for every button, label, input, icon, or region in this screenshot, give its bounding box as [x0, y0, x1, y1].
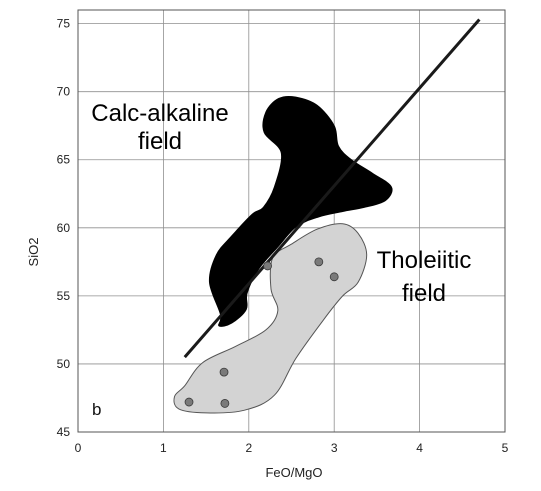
data-point — [329, 272, 339, 282]
x-tick-label: 4 — [416, 441, 423, 455]
calc-alkaline-label-line1: Calc-alkaline — [91, 100, 228, 127]
y-tick-label: 65 — [57, 153, 71, 167]
tholeiitic-field-region — [173, 223, 368, 414]
plot-frame — [77, 9, 506, 433]
data-point — [219, 367, 229, 377]
calc-alkaline-label-line2: field — [138, 128, 182, 155]
tholeiitic-label-line2: field — [402, 280, 446, 307]
calc-alkaline-field-region — [208, 95, 393, 327]
data-points — [184, 257, 339, 408]
tholeiitic-label-line1: Tholeiitic — [377, 247, 472, 274]
x-tick-label: 5 — [502, 441, 509, 455]
y-tick-label: 70 — [57, 85, 71, 99]
data-point — [314, 257, 324, 267]
x-tick-label: 0 — [75, 441, 82, 455]
y-tick-label: 60 — [57, 221, 71, 235]
x-tick-label: 1 — [160, 441, 167, 455]
data-point — [220, 399, 230, 408]
x-tick-label: 3 — [331, 441, 338, 455]
y-tick-label: 55 — [57, 289, 71, 303]
field-regions — [173, 95, 393, 414]
y-tick-label: 75 — [57, 17, 71, 31]
y-axis-title: SiO2 — [26, 238, 41, 267]
divider-line — [183, 18, 481, 359]
x-tick-label: 2 — [245, 441, 252, 455]
y-tick-label: 45 — [57, 425, 71, 439]
y-tick-label: 50 — [57, 357, 71, 371]
panel-label: b — [92, 400, 101, 419]
x-axis-title: FeO/MgO — [265, 465, 322, 480]
divider-layer — [183, 18, 481, 359]
data-point — [263, 261, 272, 271]
data-point — [184, 397, 194, 407]
